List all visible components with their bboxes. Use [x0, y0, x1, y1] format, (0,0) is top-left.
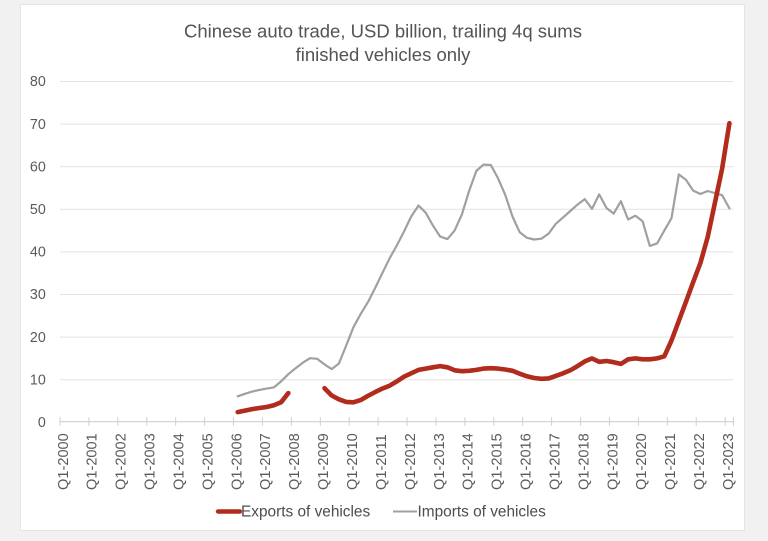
- svg-text:40: 40: [30, 245, 46, 261]
- svg-text:20: 20: [30, 330, 46, 346]
- svg-text:Q1-2001: Q1-2001: [85, 433, 101, 490]
- svg-text:Q1-2020: Q1-2020: [634, 433, 650, 490]
- svg-text:Q1-2003: Q1-2003: [143, 433, 159, 490]
- svg-text:Q1-2013: Q1-2013: [432, 433, 448, 490]
- svg-text:Q1-2002: Q1-2002: [114, 433, 130, 490]
- svg-text:Q1-2000: Q1-2000: [56, 433, 72, 490]
- svg-text:Q1-2014: Q1-2014: [461, 433, 477, 490]
- svg-text:Q1-2006: Q1-2006: [229, 433, 245, 490]
- svg-text:0: 0: [38, 415, 46, 431]
- svg-text:10: 10: [30, 372, 46, 388]
- svg-text:30: 30: [30, 287, 46, 303]
- svg-text:Q1-2017: Q1-2017: [547, 433, 563, 490]
- svg-text:Q1-2004: Q1-2004: [172, 433, 188, 490]
- svg-text:Q1-2019: Q1-2019: [605, 433, 621, 490]
- svg-text:Exports of vehicles: Exports of vehicles: [241, 504, 370, 521]
- svg-text:Q1-2005: Q1-2005: [200, 433, 216, 490]
- svg-text:Chinese auto trade, USD billio: Chinese auto trade, USD billion, trailin…: [184, 21, 582, 42]
- svg-text:Q1-2015: Q1-2015: [490, 433, 506, 490]
- svg-text:Q1-2016: Q1-2016: [519, 433, 535, 490]
- svg-text:finished vehicles only: finished vehicles only: [296, 44, 472, 65]
- svg-text:Q1-2022: Q1-2022: [692, 433, 708, 490]
- svg-text:Q1-2018: Q1-2018: [576, 433, 592, 490]
- svg-text:Q1-2008: Q1-2008: [287, 433, 303, 490]
- svg-text:Q1-2007: Q1-2007: [258, 433, 274, 490]
- svg-text:70: 70: [30, 117, 46, 133]
- svg-text:Q1-2010: Q1-2010: [345, 433, 361, 490]
- svg-text:Q1-2021: Q1-2021: [663, 433, 679, 490]
- svg-text:Q1-2009: Q1-2009: [316, 433, 332, 490]
- svg-text:60: 60: [30, 159, 46, 175]
- svg-text:80: 80: [30, 74, 46, 90]
- svg-text:Q1-2023: Q1-2023: [721, 433, 737, 490]
- svg-text:Q1-2011: Q1-2011: [374, 434, 390, 490]
- svg-text:Imports of vehicles: Imports of vehicles: [418, 504, 547, 521]
- svg-text:50: 50: [30, 202, 46, 218]
- svg-text:Q1-2012: Q1-2012: [403, 433, 419, 490]
